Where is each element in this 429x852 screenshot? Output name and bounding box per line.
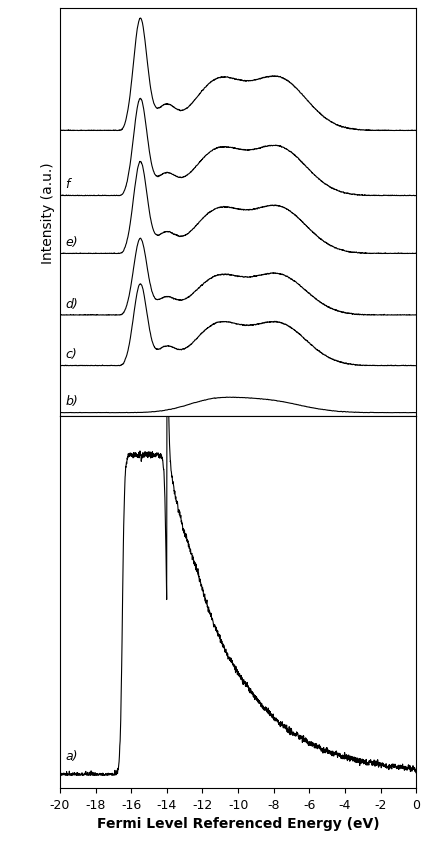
Text: a): a): [65, 750, 78, 763]
Text: f: f: [65, 178, 70, 191]
Text: d): d): [65, 297, 78, 310]
Text: e): e): [65, 236, 78, 249]
Text: b): b): [65, 394, 78, 408]
Text: c): c): [65, 348, 77, 361]
Y-axis label: Intensity (a.u.): Intensity (a.u.): [40, 162, 54, 263]
X-axis label: Fermi Level Referenced Energy (eV): Fermi Level Referenced Energy (eV): [97, 816, 379, 831]
